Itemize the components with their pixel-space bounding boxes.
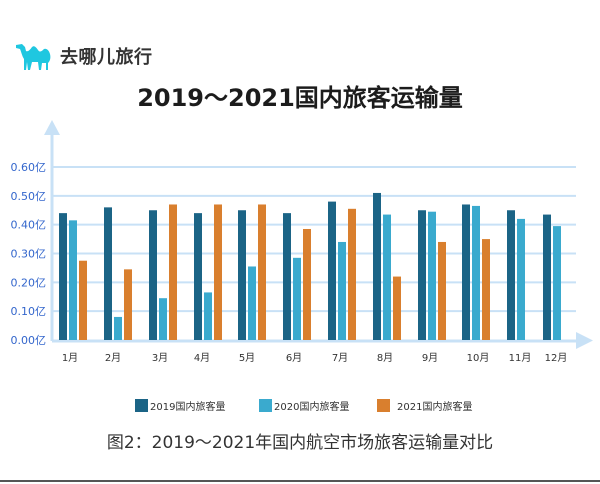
x-tick-label: 4月: [194, 352, 210, 364]
bar-2019-4: [194, 213, 202, 340]
y-tick-label: 0.50亿: [11, 190, 47, 203]
bar-2021-6: [303, 228, 311, 340]
x-tick-label: 10月: [467, 352, 490, 364]
x-tick-label: 6月: [286, 352, 302, 364]
bar-2020-10: [472, 205, 480, 340]
bar-2020-4: [204, 292, 212, 340]
bar-2019-9: [418, 210, 426, 340]
legend-swatch-2019: [135, 398, 148, 412]
bar-2019-3: [149, 210, 157, 340]
legend-item-2021: 2021国内旅客量: [377, 396, 472, 414]
x-tick-label: 1月: [62, 352, 78, 364]
bar-2020-1: [69, 220, 77, 340]
bar-2019-6: [283, 213, 291, 340]
bar-2019-11: [507, 210, 515, 340]
legend-item-2019: 2019国内旅客量: [135, 396, 225, 414]
x-tick-label: 8月: [377, 352, 393, 364]
figure-caption: 图2：2019～2021年国内航空市场旅客运输量对比: [106, 433, 494, 453]
bar-2020-8: [383, 214, 391, 340]
x-tick-label: 11月: [509, 352, 532, 364]
x-tick-label: 12月: [545, 352, 568, 364]
bar-2019-10: [462, 204, 470, 340]
bar-2021-3: [169, 204, 177, 340]
x-tick-label: 5月: [239, 352, 255, 364]
y-tick-label: 0.10亿: [11, 305, 47, 318]
x-tick-label: 2月: [105, 352, 121, 364]
y-tick-label: 0.20亿: [11, 276, 47, 289]
chart-title: 2019～2021国内旅客运输量: [137, 84, 463, 112]
x-axis-arrow-icon: [576, 332, 593, 349]
bar-2020-11: [517, 218, 525, 340]
bar-2019-8: [373, 192, 381, 340]
bar-2020-6: [293, 257, 301, 340]
bar-2020-3: [159, 298, 167, 340]
y-tick-label: 0.00亿: [11, 334, 47, 347]
bar-2021-9: [438, 241, 446, 340]
x-tick-label: 7月: [332, 352, 348, 364]
bar-2021-4: [214, 204, 222, 340]
legend-label-2020: 2020国内旅客量: [274, 401, 350, 413]
bar-2020-2: [114, 316, 122, 340]
x-tick-label: 9月: [422, 352, 438, 364]
bar-2020-9: [428, 211, 436, 340]
bar-2020-7: [338, 241, 346, 340]
legend-swatch-2020: [259, 398, 272, 412]
y-tick-label: 0.30亿: [11, 248, 47, 261]
bar-2020-5: [248, 266, 256, 340]
legend-swatch-2021: [377, 398, 390, 412]
bar-2021-8: [393, 276, 401, 340]
bar-2021-10: [482, 239, 490, 340]
bar-2021-2: [124, 269, 132, 340]
bar-2020-12: [553, 226, 561, 340]
bar-2019-2: [104, 207, 112, 340]
legend-item-2020: 2020国内旅客量: [259, 396, 349, 414]
y-axis-arrow-icon: [44, 120, 60, 135]
bar-2021-1: [79, 260, 87, 340]
bar-2021-7: [348, 208, 356, 340]
x-tick-label: 3月: [152, 352, 168, 364]
bar-2019-7: [328, 201, 336, 340]
legend-label-2021: 2021国内旅客量: [397, 401, 473, 413]
camel-icon: [16, 44, 51, 70]
legend-label-2019: 2019国内旅客量: [150, 401, 226, 413]
bottom-divider: [0, 480, 600, 482]
brand-logo: 去哪儿旅行: [14, 40, 153, 72]
brand-name: 去哪儿旅行: [60, 47, 153, 68]
bar-2021-5: [258, 204, 266, 340]
y-tick-label: 0.40亿: [11, 219, 47, 232]
bar-2019-1: [59, 213, 67, 340]
bar-2019-5: [238, 210, 246, 340]
y-tick-label: 0.60亿: [11, 161, 47, 174]
bar-2019-12: [543, 214, 551, 340]
